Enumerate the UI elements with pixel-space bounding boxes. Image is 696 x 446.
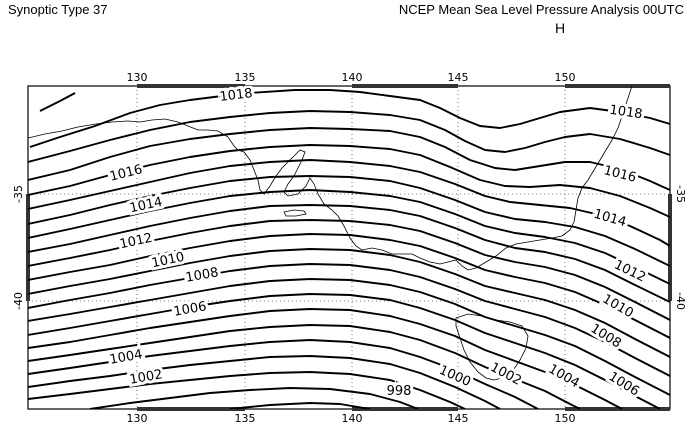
lat-tick-40-right: -40: [674, 292, 687, 310]
isobar-1005: [28, 293, 661, 409]
isobar-top-left-1020: [39, 92, 76, 112]
lon-tick-145-top: 145: [448, 71, 469, 84]
label-1010-east: 1010: [600, 292, 636, 322]
isobar-1016: [28, 127, 670, 191]
isobar-1008: [28, 248, 670, 358]
label-1006-east: 1006: [606, 369, 642, 399]
label-998: 998: [387, 384, 412, 399]
lon-tick-135-top: 135: [235, 71, 256, 84]
isobar-1014: [28, 159, 670, 247]
lat-tick-35-left: -35: [12, 185, 25, 203]
isobar-1002: [28, 339, 539, 409]
isobar-998: [229, 402, 371, 409]
isobar-1003: [28, 324, 581, 409]
label-1014-west: 1014: [128, 195, 163, 217]
isobars: [28, 89, 670, 409]
lon-tick-140-bottom: 140: [342, 412, 363, 425]
isobar-999: [89, 387, 419, 409]
label-1008-west: 1008: [184, 265, 219, 286]
isobar-1017: [28, 110, 670, 163]
label-1010-west: 1010: [150, 250, 185, 272]
label-1006-west: 1006: [172, 299, 207, 320]
lat-tick-40-left: -40: [12, 292, 25, 310]
isobar-1000: [28, 371, 466, 409]
isobar-1006: [28, 278, 670, 396]
coastline-kangaroo-island: [283, 209, 307, 217]
lon-tick-150-top: 150: [555, 71, 576, 84]
lon-tick-130-top: 130: [127, 71, 148, 84]
label-1016-west: 1016: [108, 162, 144, 185]
isobar-1004: [28, 308, 623, 409]
label-1012-west: 1012: [118, 231, 153, 253]
isobar-1009: [28, 233, 670, 339]
map-title-right: NCEP Mean Sea Level Pressure Analysis 00…: [398, 2, 684, 17]
label-1004-west: 1004: [108, 347, 143, 368]
coastline-southern-australia: [28, 86, 633, 271]
lon-tick-140-top: 140: [342, 71, 363, 84]
label-1018-east: 1018: [609, 103, 644, 122]
isobar-1015: [28, 144, 670, 218]
isobar-1012: [28, 189, 670, 285]
label-1016-east: 1016: [602, 163, 638, 186]
lon-tick-135-bottom: 135: [235, 412, 256, 425]
isobar-1001: [28, 355, 501, 409]
isobar-1013: [28, 175, 670, 267]
label-1014-east: 1014: [592, 207, 628, 231]
label-1018-west: 1018: [219, 86, 254, 105]
isobar-1011: [28, 204, 670, 303]
map-title-left: Synoptic Type 37: [8, 2, 108, 17]
lat-tick-35-right: -35: [674, 185, 687, 203]
isobar-1010: [28, 219, 670, 321]
label-1008-east: 1008: [588, 321, 624, 351]
label-1002-west: 1002: [128, 367, 163, 388]
lon-tick-130-bottom: 130: [127, 412, 148, 425]
lon-tick-145-bottom: 145: [448, 412, 469, 425]
isobar-1007: [28, 263, 670, 377]
label-1002-east: 1002: [488, 360, 524, 389]
label-1012-east: 1012: [612, 257, 648, 285]
isobar-1018: [29, 89, 670, 148]
lon-tick-150-bottom: 150: [555, 412, 576, 425]
isobar-labels: 1018 1018 1016 1016 1014 1014 1012 1012 …: [105, 86, 651, 403]
high-pressure-marker: H: [555, 20, 566, 36]
